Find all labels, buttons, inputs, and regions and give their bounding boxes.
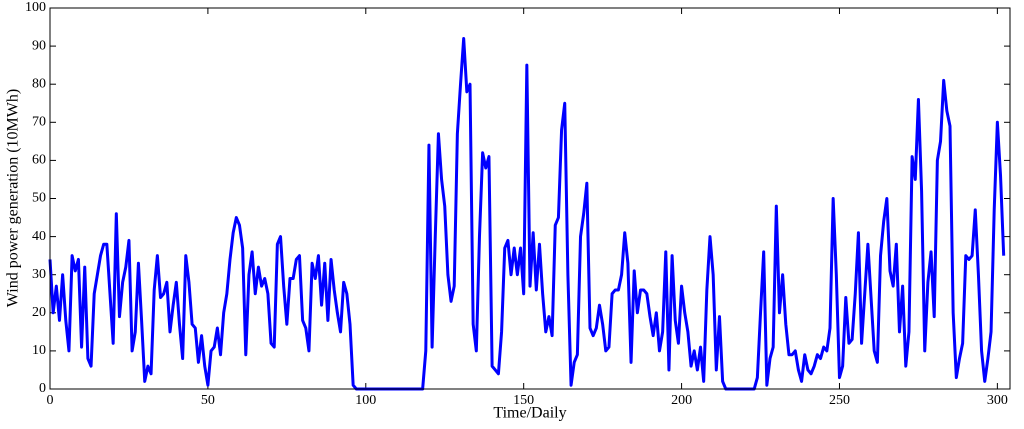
x-tick-label: 50 bbox=[201, 393, 215, 408]
x-tick-label: 100 bbox=[355, 393, 376, 408]
x-tick-label: 0 bbox=[47, 393, 54, 408]
y-tick-label: 50 bbox=[32, 191, 46, 206]
x-tick-label: 300 bbox=[987, 393, 1008, 408]
x-axis-label: Time/Daily bbox=[493, 405, 566, 422]
x-tick-label: 250 bbox=[829, 393, 850, 408]
y-tick-label: 40 bbox=[32, 229, 46, 244]
y-tick-label: 100 bbox=[25, 0, 46, 15]
y-tick-label: 0 bbox=[39, 381, 46, 396]
y-tick-label: 60 bbox=[32, 153, 46, 168]
y-tick-label: 30 bbox=[32, 267, 46, 282]
x-tick-label: 200 bbox=[671, 393, 692, 408]
y-tick-label: 70 bbox=[32, 115, 46, 130]
y-tick-label: 20 bbox=[32, 305, 46, 320]
y-tick-label: 80 bbox=[32, 76, 46, 91]
x-tick-label: 150 bbox=[513, 393, 534, 408]
y-axis-label: Wind power generation (10MWh) bbox=[5, 89, 22, 307]
plot-frame bbox=[49, 7, 1011, 390]
line-series bbox=[48, 36, 1006, 391]
y-tick-label: 10 bbox=[32, 343, 46, 358]
y-tick-label: 90 bbox=[32, 38, 46, 53]
